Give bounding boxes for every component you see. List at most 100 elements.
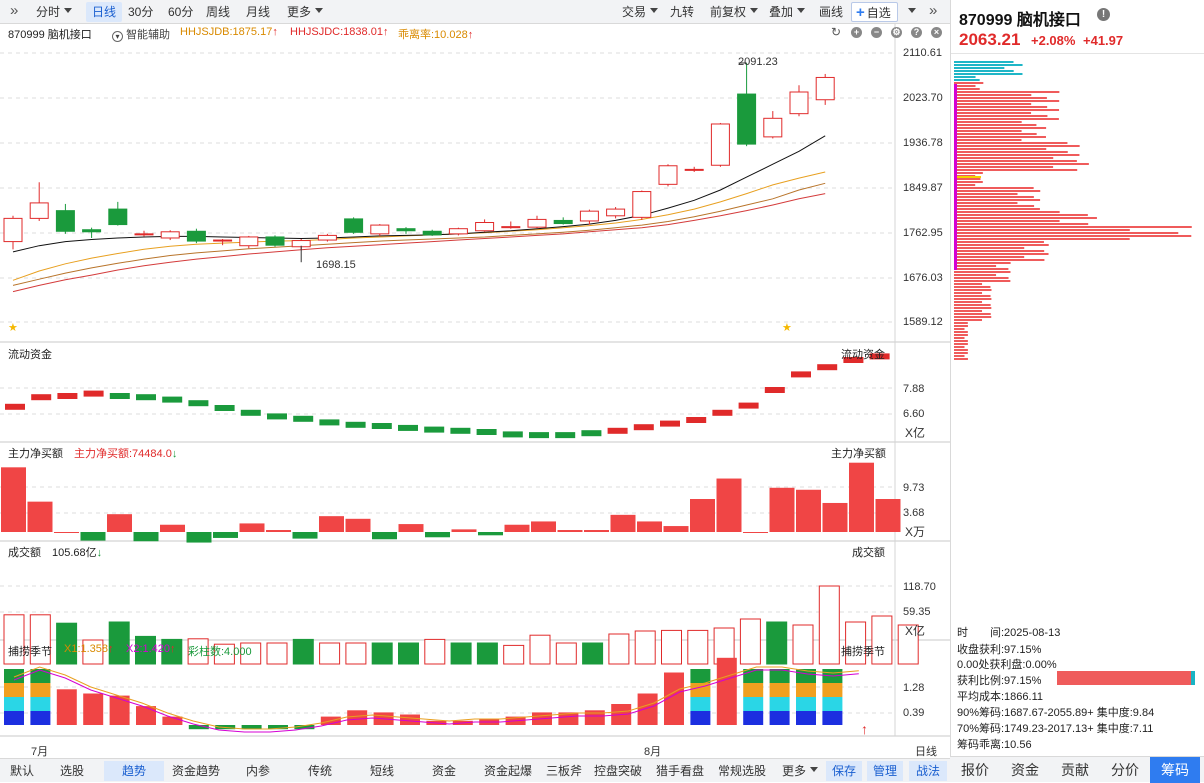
strategy-button-11[interactable]: 猎手看盘 — [655, 764, 704, 778]
x-label-july: 7月 — [31, 746, 49, 758]
strategy-button-16[interactable]: 战法 — [909, 761, 947, 781]
strategy-button-3[interactable]: 资金趋势 — [171, 764, 220, 778]
chip-bar — [954, 274, 997, 276]
season-stacked-bar — [4, 697, 24, 711]
season-bar — [716, 657, 737, 725]
volume-bar — [56, 622, 78, 665]
chip-bar — [954, 94, 1032, 96]
volume-bar — [582, 642, 604, 665]
chip-bar — [954, 139, 1022, 141]
tab-period-1[interactable]: 日线 — [86, 2, 123, 22]
flow-bar — [240, 409, 261, 416]
strategy-button-10[interactable]: 控盘突破 — [593, 764, 642, 778]
collapse-icon[interactable]: » — [929, 2, 938, 19]
quote-tab-3[interactable]: 分价 — [1111, 762, 1139, 778]
tool-button-4[interactable]: 画线 — [819, 5, 844, 19]
season-bars-count: 彩柱数:4.000 — [188, 646, 252, 658]
tool-button-1[interactable]: 九转 — [670, 5, 695, 19]
star-marker-icon: ★ — [782, 322, 792, 334]
strategy-button-13[interactable]: 更多 — [776, 761, 824, 781]
strategy-button-0[interactable]: 默认 — [9, 764, 34, 778]
strategy-button-14[interactable]: 保存 — [826, 761, 862, 781]
flow-bar — [83, 390, 104, 397]
close-icon[interactable]: × — [931, 27, 942, 38]
refresh-icon[interactable]: ↻ — [831, 25, 842, 39]
zoom-out-icon[interactable]: − — [871, 27, 882, 38]
smart-assist-label: 智能辅助 — [126, 29, 171, 41]
stock-label: 870999 脑机接口 — [8, 29, 92, 41]
chip-bar — [954, 349, 968, 351]
volume-bar — [29, 614, 51, 665]
season-stacked-bar — [796, 683, 816, 697]
ma-line-red — [12, 193, 826, 293]
flow-bar — [319, 419, 340, 426]
flow-y-tick: 6.60 — [903, 408, 925, 420]
quote-tab-2[interactable]: 贡献 — [1061, 762, 1089, 778]
add-watchlist-button[interactable]: + 自选 — [851, 2, 898, 22]
chip-bar — [954, 64, 1023, 66]
quote-tab-4[interactable]: 筹码 — [1150, 757, 1200, 783]
volume-bar — [213, 643, 235, 665]
tool-button-0[interactable]: 交易 — [616, 2, 664, 22]
stat-profit-close: 收盘获利:97.15% — [957, 644, 1042, 656]
chart-area[interactable]: 870999 脑机接口 ▾ 智能辅助 HHJSJDB:1875.17↑ HHJSJ… — [0, 24, 950, 758]
quote-tab-0[interactable]: 报价 — [961, 762, 989, 778]
candle-body — [370, 224, 390, 235]
strategy-button-4[interactable]: 内参 — [245, 764, 270, 778]
volume-y-tick: 118.70 — [903, 581, 936, 593]
tab-period-4[interactable]: 周线 — [206, 5, 231, 19]
candle-body — [527, 218, 547, 228]
zoom-in-icon[interactable]: + — [851, 27, 862, 38]
strategy-button-1[interactable]: 选股 — [59, 764, 84, 778]
chip-bar — [954, 292, 983, 294]
strategy-button-8[interactable]: 资金起爆 — [483, 764, 532, 778]
chip-bar — [954, 346, 965, 348]
tab-period-5[interactable]: 月线 — [246, 5, 271, 19]
strategy-button-2[interactable]: 趋势 — [104, 761, 164, 781]
tab-period-0[interactable]: 分时 — [30, 2, 78, 22]
main-indicator-2: 乖离率:10.028↑ — [398, 29, 474, 41]
chip-bar — [954, 286, 991, 288]
chip-bar — [954, 262, 1011, 264]
strategy-button-7[interactable]: 资金 — [431, 764, 456, 778]
strategy-button-12[interactable]: 常规选股 — [717, 764, 766, 778]
flow-bar — [791, 371, 811, 378]
expand-icon[interactable]: » — [10, 2, 19, 19]
chip-bar — [954, 265, 997, 267]
smart-assist-toggle[interactable]: ▾ 智能辅助 — [112, 26, 170, 42]
tab-period-2[interactable]: 30分 — [128, 5, 154, 19]
tool-button-3[interactable]: 叠加 — [763, 2, 811, 22]
net-bar — [504, 524, 530, 532]
quote-tab-1[interactable]: 资金 — [1011, 762, 1039, 778]
chip-bar — [954, 331, 968, 333]
tab-period-6[interactable]: 更多 — [281, 2, 329, 22]
season-y-tick: 1.28 — [903, 682, 925, 694]
chip-bar — [954, 202, 1018, 204]
info-icon[interactable]: ! — [1097, 8, 1110, 21]
tab-period-3[interactable]: 60分 — [168, 5, 194, 19]
season-stacked-bar — [30, 711, 51, 725]
flow-bar — [214, 405, 235, 411]
strategy-button-9[interactable]: 三板斧 — [545, 764, 582, 778]
strategy-button-6[interactable]: 短线 — [369, 764, 394, 778]
season-stacked-bar — [4, 711, 24, 725]
volume-bar — [766, 621, 788, 665]
strategy-button-15[interactable]: 管理 — [867, 761, 903, 781]
settings-icon[interactable]: ⚙ — [891, 27, 902, 38]
tool-button-2[interactable]: 前复权 — [704, 2, 764, 22]
net-bar — [531, 521, 556, 532]
net-bar — [716, 478, 742, 532]
help-icon[interactable]: ? — [911, 27, 922, 38]
flow-bar — [188, 400, 209, 407]
season-stacked-bar — [4, 669, 24, 683]
strategy-button-5[interactable]: 传统 — [307, 764, 332, 778]
chip-bar — [954, 169, 1078, 171]
chip-bar — [954, 253, 1049, 255]
chip-bar — [954, 151, 1068, 153]
net-bar — [239, 523, 265, 532]
candle-body — [606, 208, 626, 217]
net-bar — [584, 530, 609, 532]
chip-bar — [954, 88, 980, 90]
watch-dropdown[interactable] — [902, 2, 918, 22]
flow-bar — [869, 353, 890, 360]
